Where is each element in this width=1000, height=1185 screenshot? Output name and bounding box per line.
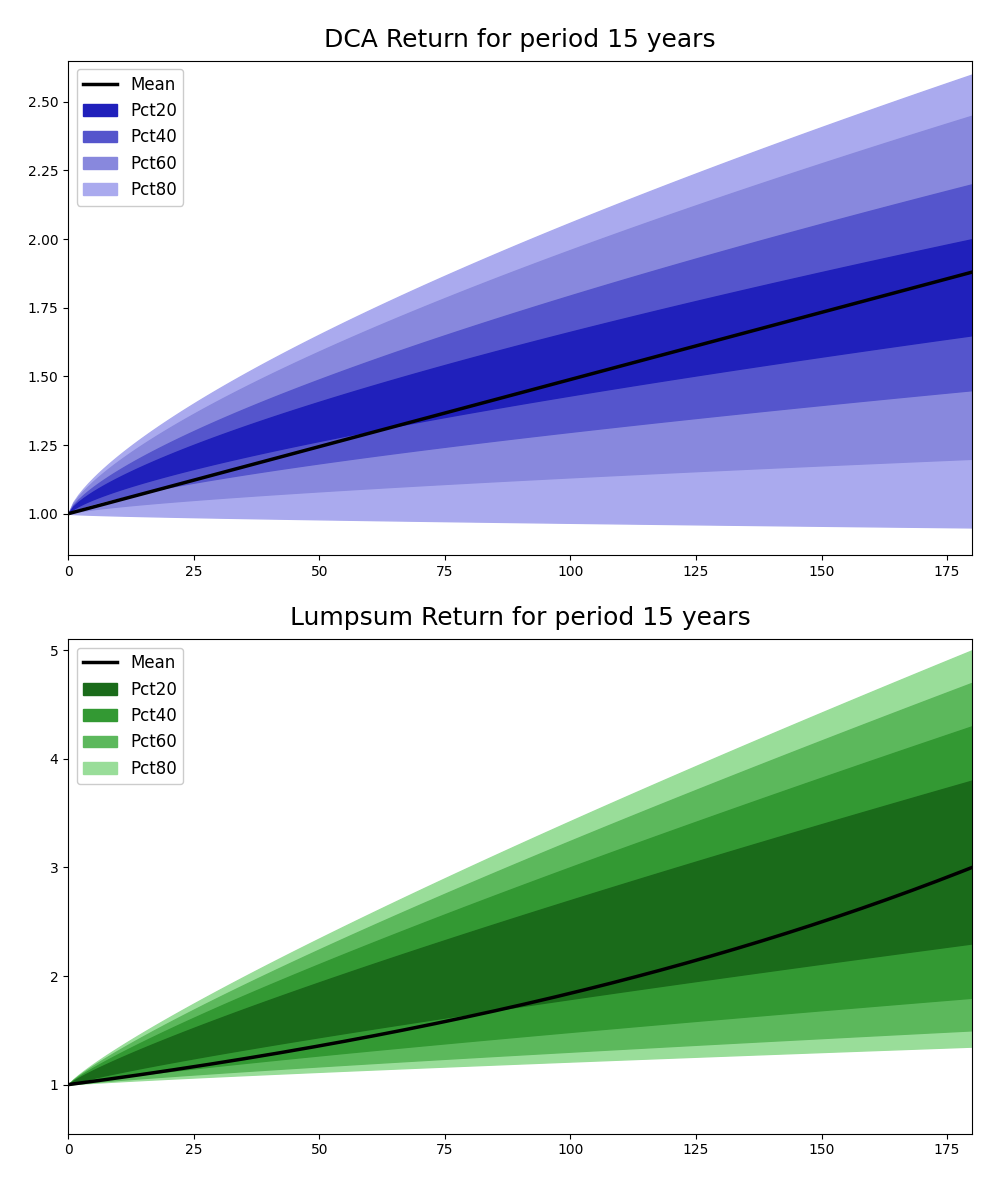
Mean <box>198 470 210 485</box>
Mean <box>499 390 511 404</box>
Mean <box>62 507 74 521</box>
Mean <box>198 1058 210 1072</box>
Mean <box>966 265 978 280</box>
Mean <box>961 267 973 281</box>
Mean <box>494 391 506 405</box>
Mean <box>138 487 150 501</box>
Mean <box>811 307 823 321</box>
Line: Mean: Mean <box>68 273 972 514</box>
Legend: Mean, Pct20, Pct40, Pct60, Pct80: Mean, Pct20, Pct40, Pct60, Pct80 <box>77 648 183 784</box>
Line: Mean: Mean <box>68 867 972 1084</box>
Mean <box>138 1068 150 1082</box>
Mean <box>966 860 978 875</box>
Legend: Mean, Pct20, Pct40, Pct60, Pct80: Mean, Pct20, Pct40, Pct60, Pct80 <box>77 69 183 206</box>
Mean <box>961 863 973 877</box>
Mean <box>62 1077 74 1091</box>
Mean <box>811 916 823 930</box>
Title: Lumpsum Return for period 15 years: Lumpsum Return for period 15 years <box>290 607 751 630</box>
Mean <box>499 1001 511 1016</box>
Mean <box>494 1003 506 1017</box>
Title: DCA Return for period 15 years: DCA Return for period 15 years <box>324 27 716 52</box>
